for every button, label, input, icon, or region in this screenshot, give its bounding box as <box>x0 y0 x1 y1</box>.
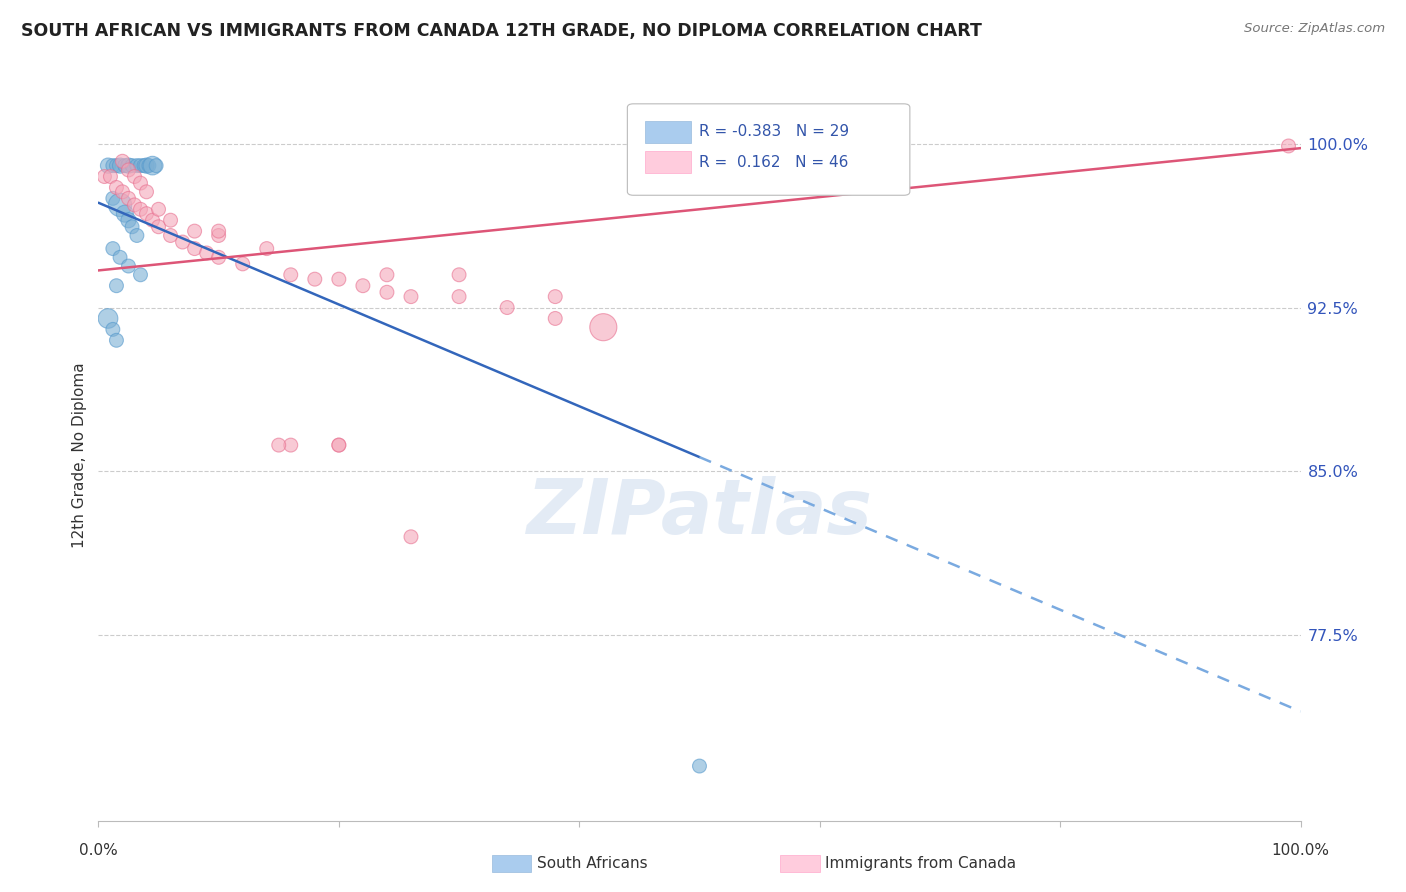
Point <box>117 259 139 273</box>
Point <box>159 228 181 243</box>
Point <box>159 213 181 227</box>
Point <box>689 759 711 773</box>
Text: R = -0.383   N = 29: R = -0.383 N = 29 <box>700 124 849 139</box>
Point <box>183 224 205 238</box>
Point <box>108 198 131 212</box>
Text: SOUTH AFRICAN VS IMMIGRANTS FROM CANADA 12TH GRADE, NO DIPLOMA CORRELATION CHART: SOUTH AFRICAN VS IMMIGRANTS FROM CANADA … <box>21 22 981 40</box>
Point <box>124 169 146 184</box>
Point <box>328 272 350 286</box>
Text: R =  0.162   N = 46: R = 0.162 N = 46 <box>700 155 849 169</box>
Point <box>93 169 115 184</box>
Point <box>135 207 157 221</box>
Point <box>101 322 124 336</box>
Point <box>208 250 231 264</box>
Text: South Africans: South Africans <box>537 856 648 871</box>
Point <box>183 242 205 256</box>
Point <box>280 438 302 452</box>
Point <box>208 228 231 243</box>
Point <box>280 268 302 282</box>
Point <box>121 219 143 234</box>
Text: Immigrants from Canada: Immigrants from Canada <box>825 856 1017 871</box>
Point <box>101 191 124 205</box>
Point <box>544 311 567 326</box>
Point <box>232 257 254 271</box>
Point <box>141 213 163 227</box>
Point <box>399 290 422 304</box>
Point <box>117 163 139 178</box>
Y-axis label: 12th Grade, No Diploma: 12th Grade, No Diploma <box>72 362 87 548</box>
Point <box>111 154 134 169</box>
Point <box>375 268 398 282</box>
Point <box>125 159 148 173</box>
Point <box>111 185 134 199</box>
Point <box>129 268 152 282</box>
Point <box>132 159 155 173</box>
Point <box>145 159 167 173</box>
Point <box>267 438 290 452</box>
FancyBboxPatch shape <box>627 103 910 195</box>
Point <box>447 268 470 282</box>
Text: 0.0%: 0.0% <box>79 843 118 858</box>
Point <box>124 198 146 212</box>
Point <box>447 290 470 304</box>
Point <box>101 242 124 256</box>
Point <box>121 159 143 173</box>
Point <box>129 159 152 173</box>
Point <box>105 159 128 173</box>
Bar <box>645 120 692 143</box>
Point <box>108 159 131 173</box>
Point <box>544 290 567 304</box>
Point <box>208 224 231 238</box>
Point <box>352 278 374 293</box>
Point <box>129 176 152 190</box>
Point <box>592 320 614 334</box>
Point <box>129 202 152 217</box>
Point <box>135 185 157 199</box>
Point <box>117 213 139 227</box>
Point <box>328 438 350 452</box>
Point <box>117 191 139 205</box>
Point <box>328 438 350 452</box>
Point <box>141 159 163 173</box>
Point <box>496 301 519 315</box>
Point <box>97 159 120 173</box>
Point <box>148 202 170 217</box>
Point <box>117 159 139 173</box>
Bar <box>645 152 692 173</box>
Point <box>1277 139 1299 153</box>
Text: Source: ZipAtlas.com: Source: ZipAtlas.com <box>1244 22 1385 36</box>
Point <box>135 159 157 173</box>
Point <box>172 235 194 249</box>
Point <box>100 169 122 184</box>
Point <box>148 219 170 234</box>
Point <box>375 285 398 300</box>
Text: ZIPatlas: ZIPatlas <box>526 476 873 550</box>
Point <box>105 333 128 347</box>
Point <box>138 159 160 173</box>
Text: 100.0%: 100.0% <box>1271 843 1330 858</box>
Point <box>97 311 120 326</box>
Point <box>125 228 148 243</box>
Point <box>105 180 128 194</box>
Point <box>114 207 136 221</box>
Point <box>195 246 218 260</box>
Point <box>114 159 136 173</box>
Point <box>105 278 128 293</box>
Point <box>108 250 131 264</box>
Point <box>101 159 124 173</box>
Point <box>256 242 278 256</box>
Point <box>399 530 422 544</box>
Point <box>304 272 326 286</box>
